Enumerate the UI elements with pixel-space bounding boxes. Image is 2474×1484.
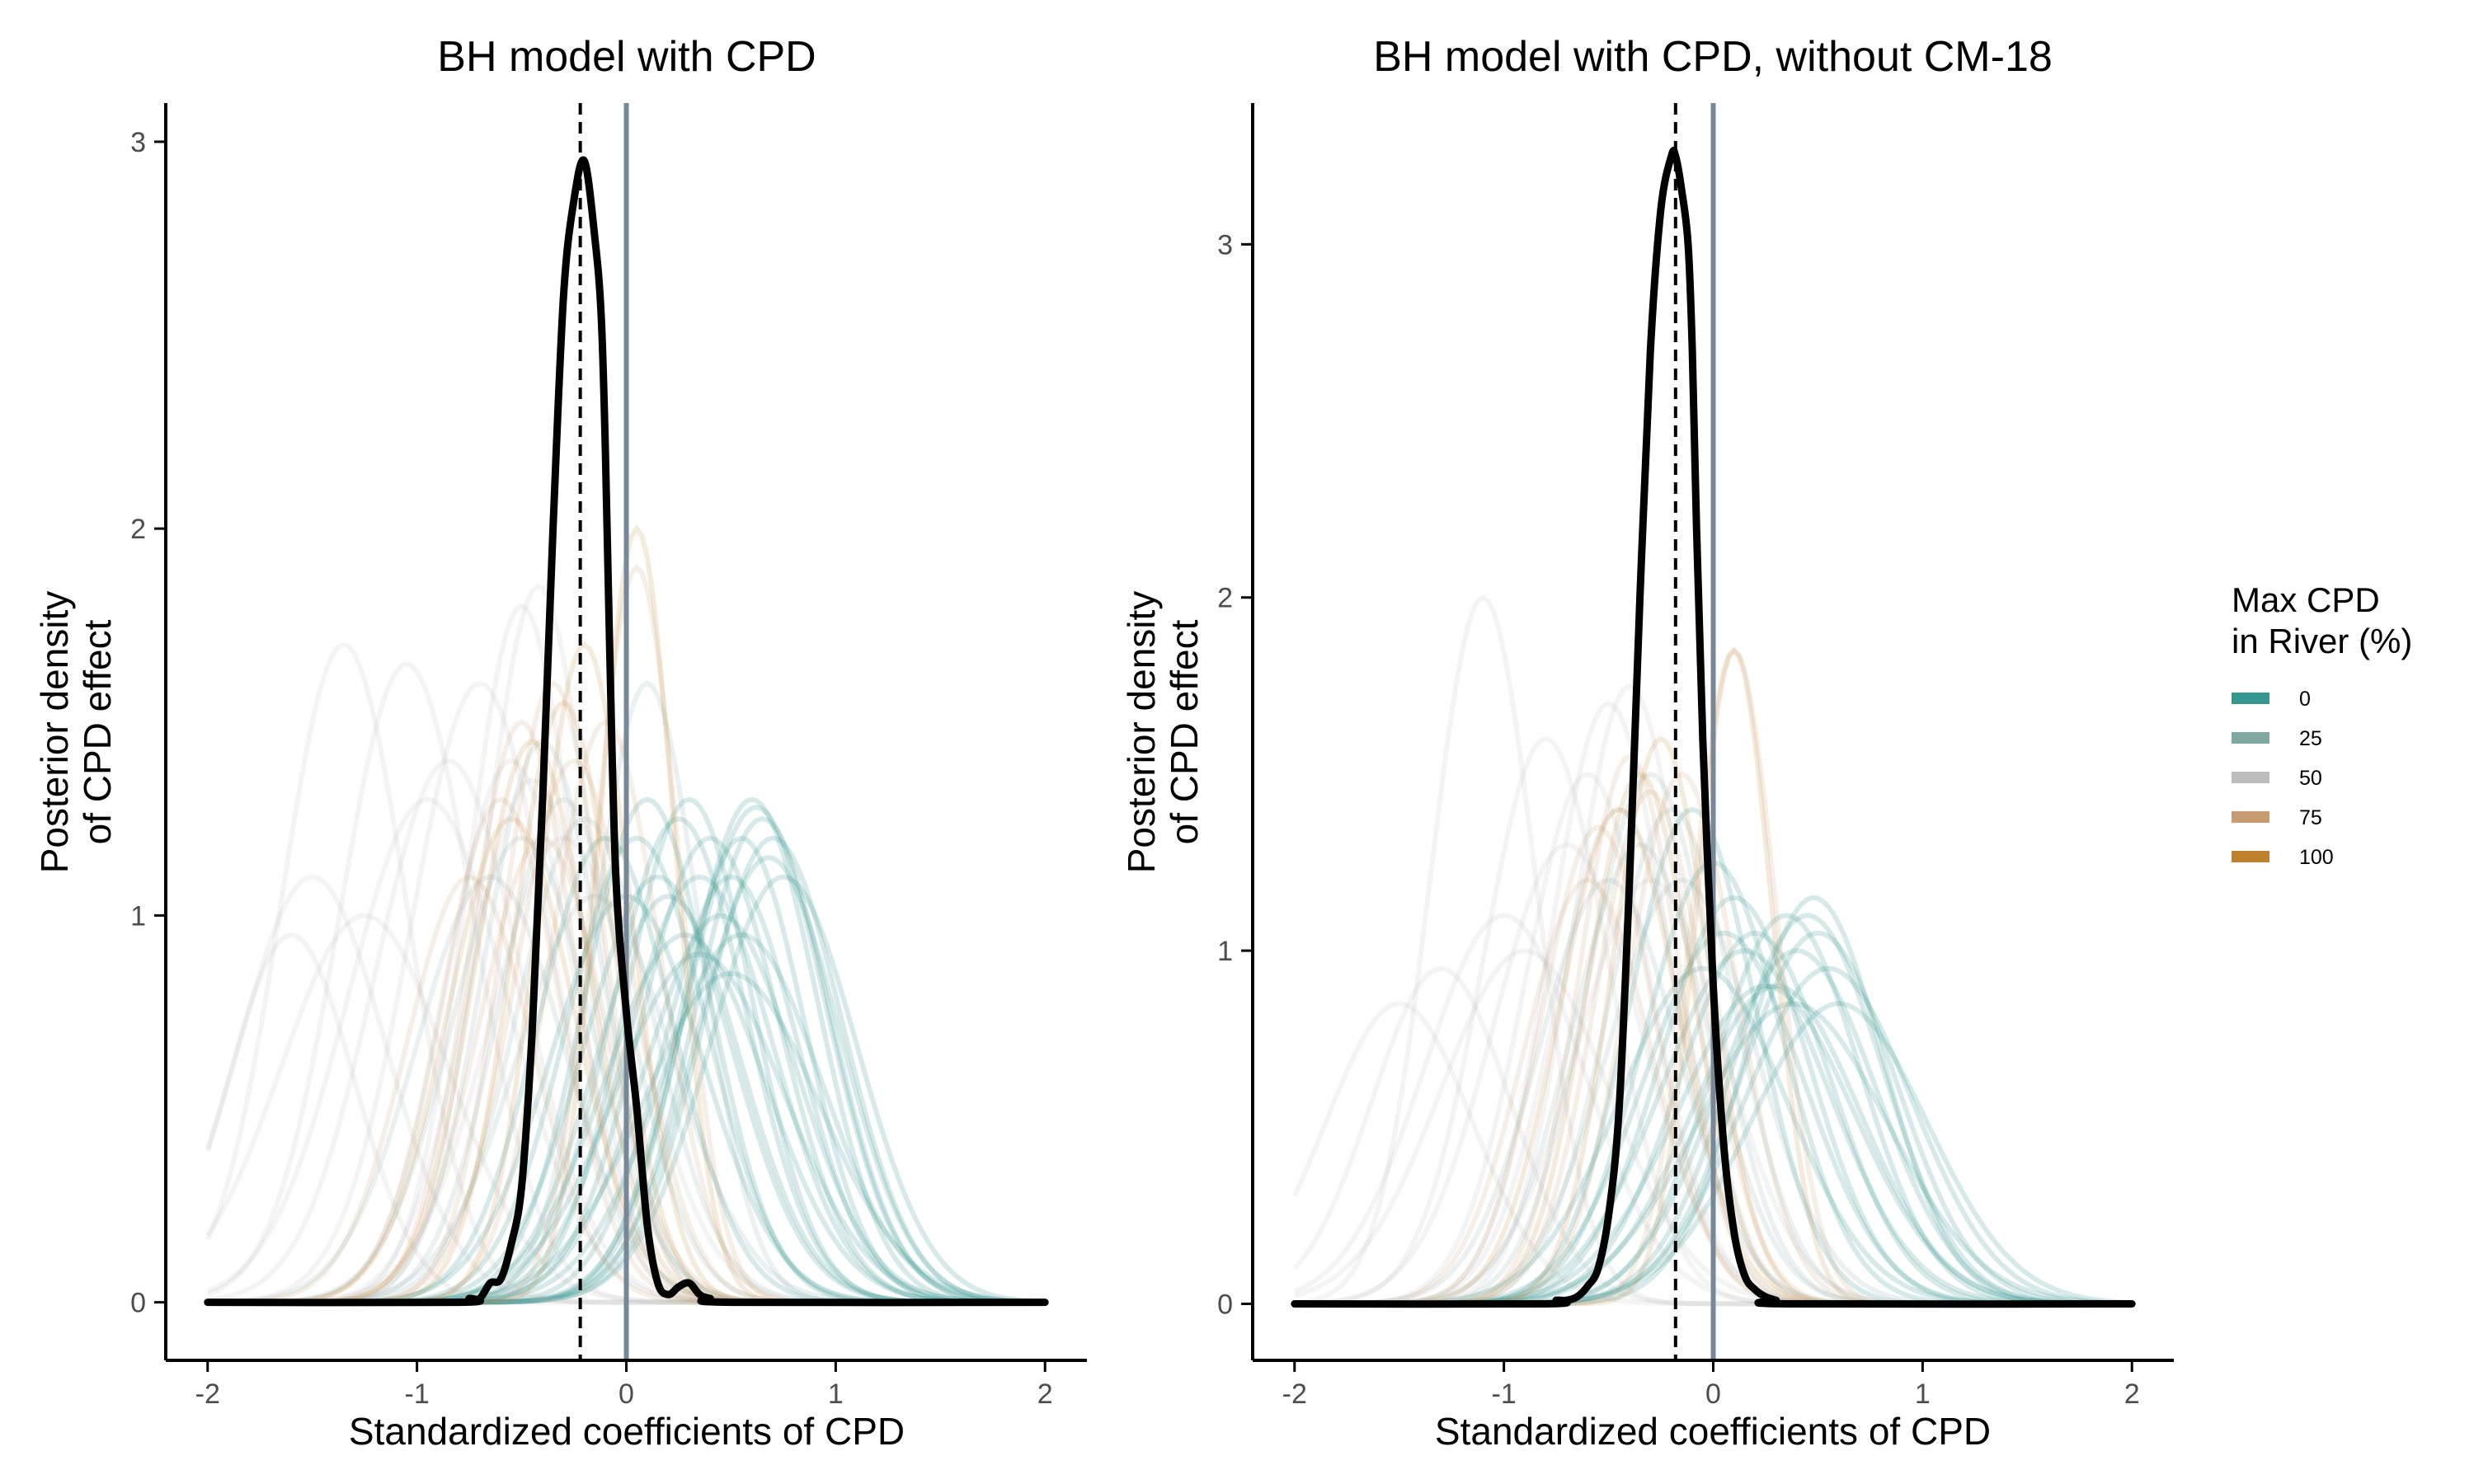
y-tick-label: 2 — [1217, 583, 1233, 614]
legend-key-label: 100 — [2299, 846, 2334, 869]
panel-2-title: BH model with CPD, without CM-18 — [1373, 33, 2053, 81]
legend-title-line-1: Max CPD — [2232, 580, 2380, 619]
legend-key-swatch — [2232, 772, 2269, 783]
panel-1-mean-density-line — [204, 156, 1049, 1307]
x-tick-label: -1 — [1492, 1378, 1517, 1410]
y-tick-label: 3 — [1217, 229, 1233, 261]
x-tick-label: 2 — [2124, 1378, 2140, 1410]
x-tick-label: 2 — [1037, 1378, 1053, 1410]
y-tick-label: 2 — [130, 514, 146, 545]
y-tick-label: 0 — [130, 1288, 146, 1319]
panel-2: BH model with CPD, without CM-18 -2 -1 0 1 2… — [1120, 33, 2174, 1453]
legend-key-label: 25 — [2299, 727, 2322, 750]
legend-items: 0 25 50 75 100 — [2232, 688, 2334, 869]
y-tick-label: 1 — [130, 900, 146, 932]
panel-2-x-ticks: -2 -1 0 1 2 — [1282, 1360, 2140, 1410]
x-tick-label: -1 — [405, 1378, 430, 1410]
panel-2-x-axis-label: Standardized coefficients of CPD — [1435, 1410, 1991, 1453]
y-tick-label: 3 — [130, 127, 146, 158]
legend-key-swatch — [2232, 732, 2269, 744]
panel-2-y-axis-label-line-1: Posterior density — [1120, 591, 1163, 874]
legend-key-swatch — [2232, 693, 2269, 704]
x-tick-label: 0 — [1705, 1378, 1721, 1410]
panel-1-y-ticks: 0 1 2 3 — [130, 127, 166, 1319]
x-tick-label: 1 — [828, 1378, 844, 1410]
panel-1-y-axis-label-line-1: Posterior density — [33, 591, 76, 874]
legend-key-swatch — [2232, 851, 2269, 862]
panel-2-y-axis-label: Posterior density of CPD effect — [1120, 591, 1206, 874]
legend-key-label: 0 — [2299, 688, 2311, 711]
y-tick-label: 1 — [1217, 936, 1233, 967]
x-tick-label: 0 — [618, 1378, 634, 1410]
panel-2-mean-density-line — [1291, 147, 2136, 1308]
panel-1-x-ticks: -2 -1 0 1 2 — [195, 1360, 1053, 1410]
panel-2-y-ticks: 0 1 2 3 — [1217, 229, 1253, 1320]
y-tick-label: 0 — [1217, 1289, 1233, 1320]
panel-1-y-axis-label-line-2: of CPD effect — [76, 619, 119, 844]
legend: Max CPD in River (%) 0 25 50 75 100 — [2232, 580, 2412, 869]
x-tick-label: -2 — [1282, 1378, 1307, 1410]
panel-1-x-axis-label: Standardized coefficients of CPD — [349, 1410, 905, 1453]
legend-key-label: 50 — [2299, 767, 2322, 790]
panel-1-y-axis-label: Posterior density of CPD effect — [33, 591, 119, 874]
legend-key-label: 75 — [2299, 806, 2322, 829]
panel-1-title: BH model with CPD — [437, 33, 816, 81]
legend-title-line-2: in River (%) — [2232, 622, 2412, 660]
x-tick-label: 1 — [1915, 1378, 1931, 1410]
panel-1: BH model with CPD -2 -1 0 1 2 0 1 2 3 Standardi… — [33, 33, 1087, 1453]
legend-key-swatch — [2232, 811, 2269, 823]
panel-2-y-axis-label-line-2: of CPD effect — [1163, 619, 1206, 844]
x-tick-label: -2 — [195, 1378, 220, 1410]
